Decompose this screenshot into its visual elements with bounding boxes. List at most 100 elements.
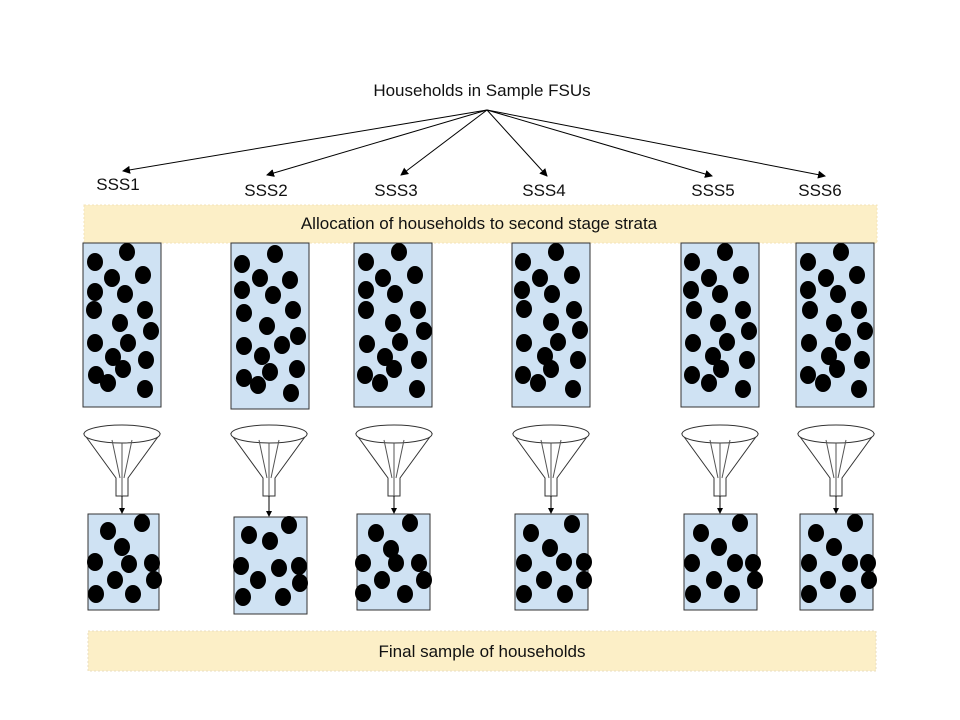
sampled-household-dot bbox=[121, 555, 137, 573]
sampled-household-dot bbox=[125, 585, 141, 603]
household-dot bbox=[515, 366, 531, 384]
sampled-household-dot bbox=[724, 585, 740, 603]
household-dot bbox=[701, 269, 717, 287]
household-dot bbox=[265, 286, 281, 304]
household-dot bbox=[735, 380, 751, 398]
household-dot bbox=[566, 301, 582, 319]
sampled-household-dot bbox=[536, 571, 552, 589]
stratum-sss2: SSS2 bbox=[230, 181, 310, 615]
sampled-household-dot bbox=[235, 588, 251, 606]
sampled-household-dot bbox=[820, 571, 836, 589]
household-dot bbox=[735, 301, 751, 319]
household-dot bbox=[86, 301, 102, 319]
household-dot bbox=[87, 334, 103, 352]
arrow-to-sss5 bbox=[486, 109, 713, 178]
sampled-household-dot bbox=[87, 553, 103, 571]
household-dot bbox=[372, 374, 388, 392]
household-dot bbox=[358, 253, 374, 271]
household-dot bbox=[410, 301, 426, 319]
funnel-icon bbox=[512, 424, 590, 497]
household-dot bbox=[565, 380, 581, 398]
household-dot bbox=[544, 285, 560, 303]
household-dot bbox=[407, 266, 423, 284]
funnel-icon bbox=[230, 424, 308, 497]
arrow-to-sss4 bbox=[486, 109, 548, 177]
household-dot bbox=[357, 366, 373, 384]
sampled-household-dot bbox=[840, 585, 856, 603]
allocation-banner-label: Allocation of households to second stage… bbox=[301, 214, 658, 233]
household-dot bbox=[849, 266, 865, 284]
arrow-to-sss2 bbox=[266, 109, 488, 177]
household-dot bbox=[267, 245, 283, 263]
household-dot bbox=[710, 314, 726, 332]
household-dot bbox=[137, 380, 153, 398]
allocation-banner bbox=[83, 204, 878, 244]
household-dot bbox=[87, 253, 103, 271]
sampled-household-dot bbox=[262, 532, 278, 550]
final-banner-label: Final sample of households bbox=[379, 642, 586, 661]
sampled-household-dot bbox=[250, 571, 266, 589]
sampled-household-dot bbox=[801, 585, 817, 603]
household-dot bbox=[829, 360, 845, 378]
household-dot bbox=[800, 366, 816, 384]
household-dot bbox=[392, 333, 408, 351]
sampled-household-dot bbox=[801, 554, 817, 572]
household-dot bbox=[385, 314, 401, 332]
sampled-household-dot bbox=[100, 522, 116, 540]
household-dot bbox=[250, 376, 266, 394]
arrow-to-sss3 bbox=[400, 109, 488, 176]
household-dot bbox=[815, 374, 831, 392]
sampled-household-dot bbox=[684, 554, 700, 572]
household-dot bbox=[514, 281, 530, 299]
household-dot bbox=[564, 266, 580, 284]
household-dot bbox=[282, 271, 298, 289]
household-dot bbox=[543, 313, 559, 331]
household-dot bbox=[701, 374, 717, 392]
household-dot bbox=[358, 281, 374, 299]
sampled-household-dot bbox=[685, 585, 701, 603]
household-dot bbox=[386, 360, 402, 378]
household-dot bbox=[719, 333, 735, 351]
stratum-sss1: SSS1 bbox=[82, 175, 162, 611]
sampled-household-dot bbox=[706, 571, 722, 589]
household-dot bbox=[234, 255, 250, 273]
household-dot bbox=[530, 374, 546, 392]
household-dot bbox=[686, 301, 702, 319]
household-dot bbox=[851, 301, 867, 319]
household-dot bbox=[851, 380, 867, 398]
household-dot bbox=[137, 301, 153, 319]
sampled-household-dot bbox=[732, 514, 748, 532]
household-dot bbox=[857, 322, 873, 340]
sampled-household-dot bbox=[747, 571, 763, 589]
stratum-sss4: SSS4 bbox=[511, 181, 592, 611]
household-dot bbox=[387, 285, 403, 303]
sampled-household-dot bbox=[368, 524, 384, 542]
sampled-household-dot bbox=[416, 571, 432, 589]
household-dot bbox=[570, 351, 586, 369]
sampled-household-dot bbox=[292, 574, 308, 592]
household-dot bbox=[87, 283, 103, 301]
household-dot bbox=[854, 351, 870, 369]
arrow-to-sss1 bbox=[122, 109, 488, 174]
sampled-household-dot bbox=[114, 538, 130, 556]
household-dot bbox=[105, 348, 121, 366]
sampled-household-dot bbox=[516, 585, 532, 603]
sampled-household-dot bbox=[281, 516, 297, 534]
household-dot bbox=[733, 266, 749, 284]
household-dot bbox=[800, 253, 816, 271]
household-dot bbox=[741, 322, 757, 340]
sampled-household-dot bbox=[564, 515, 580, 533]
sampled-household-dot bbox=[291, 557, 307, 575]
household-dot bbox=[409, 380, 425, 398]
household-dot bbox=[135, 266, 151, 284]
household-dot bbox=[705, 347, 721, 365]
household-dot bbox=[143, 322, 159, 340]
household-dot bbox=[359, 335, 375, 353]
household-dot bbox=[262, 363, 278, 381]
household-dot bbox=[826, 314, 842, 332]
sampled-household-dot bbox=[711, 538, 727, 556]
stratum-sss3: SSS3 bbox=[353, 181, 433, 611]
sampled-household-dot bbox=[88, 585, 104, 603]
household-dot bbox=[104, 269, 120, 287]
household-dot bbox=[516, 300, 532, 318]
